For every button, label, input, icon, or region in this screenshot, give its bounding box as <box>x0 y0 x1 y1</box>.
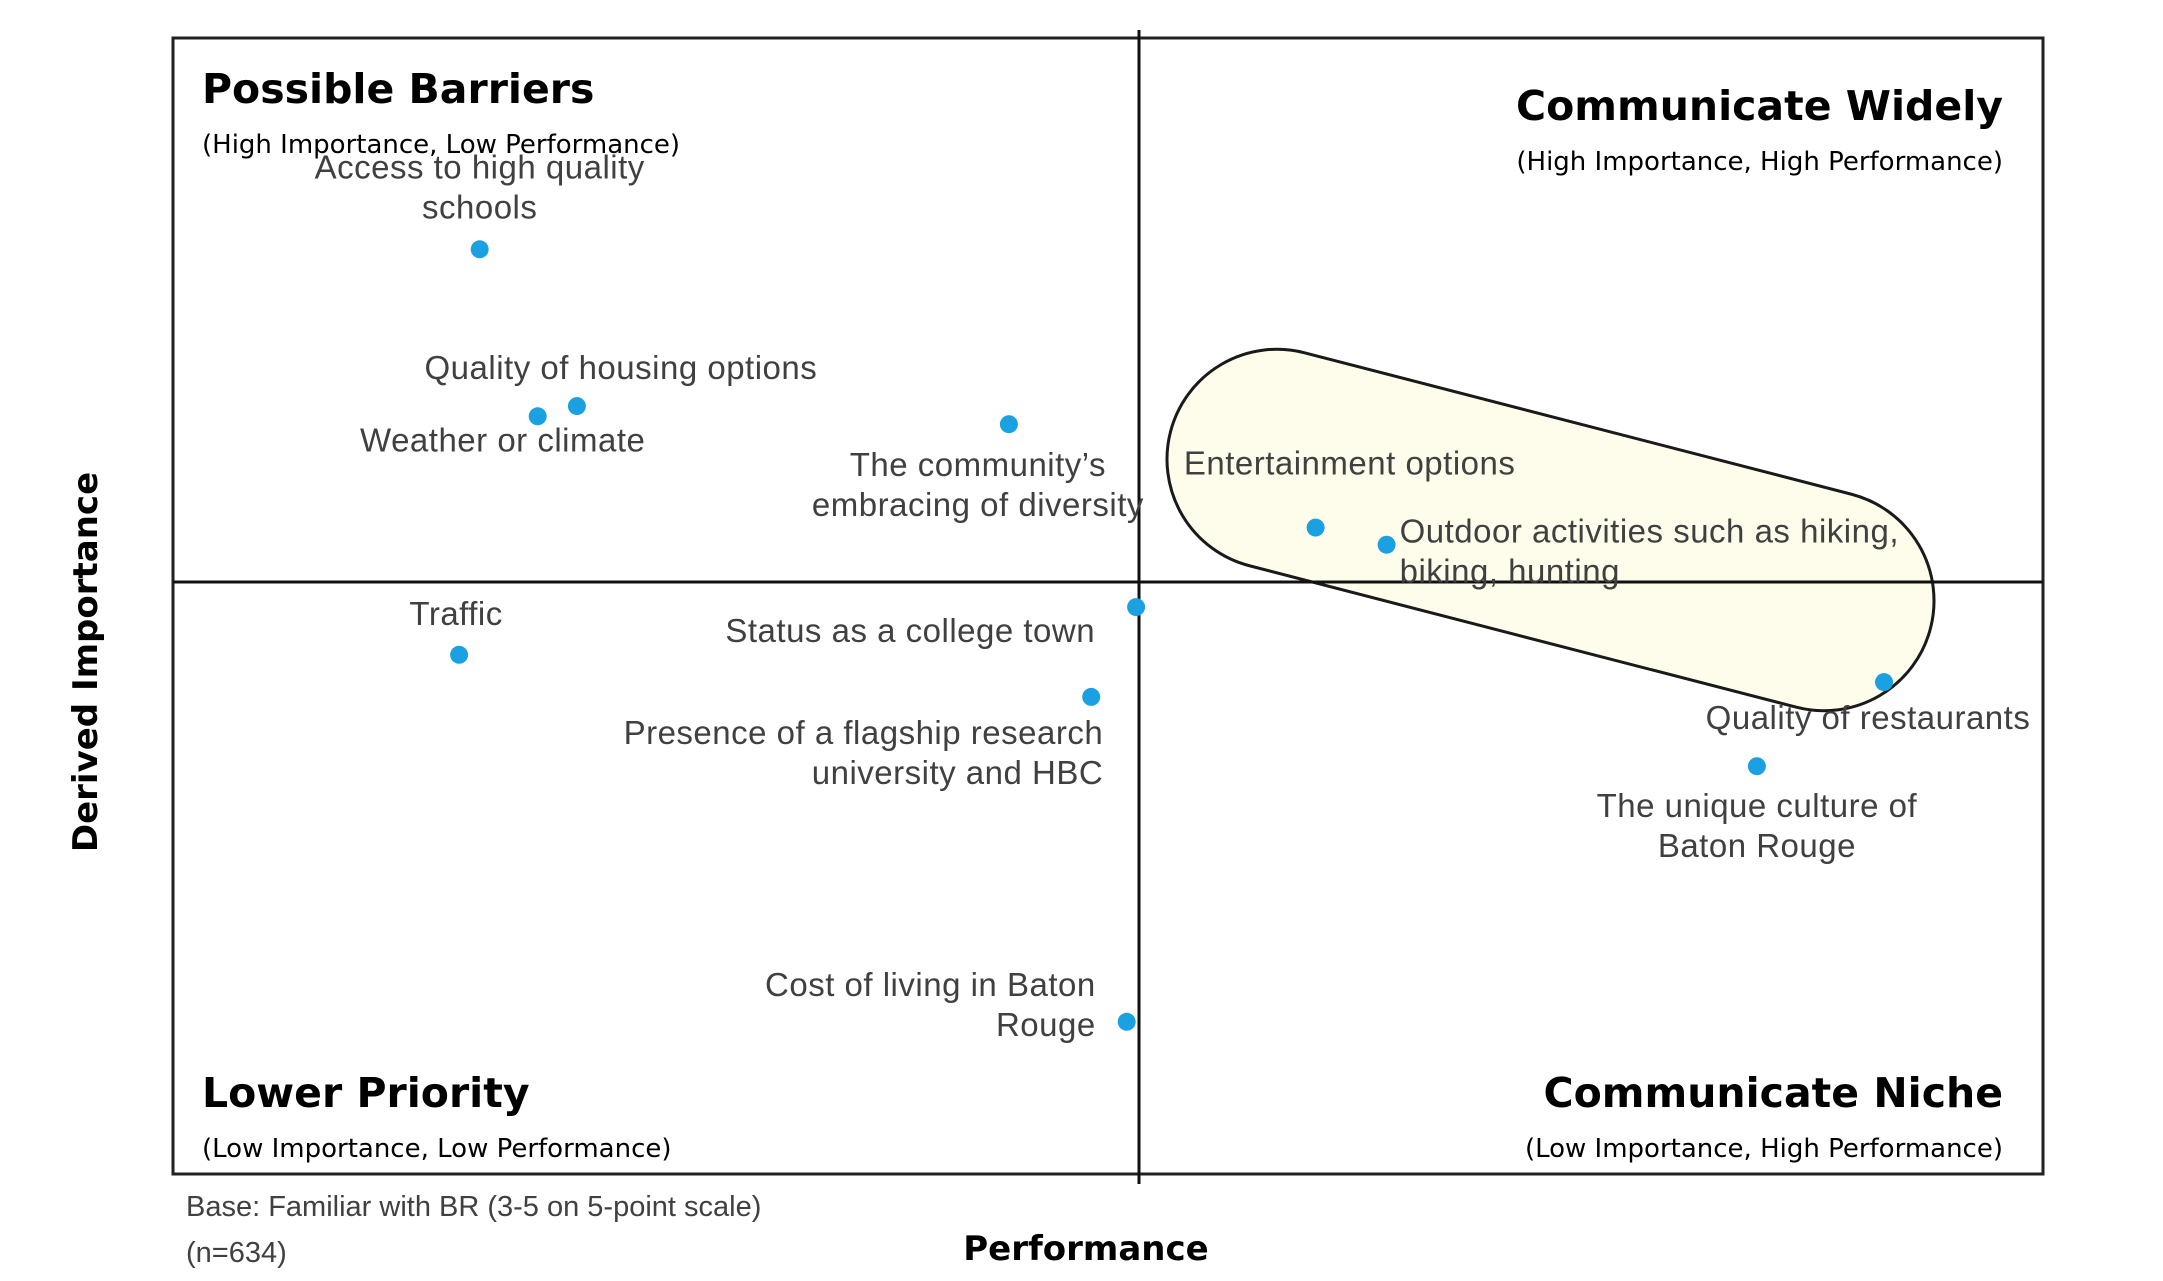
quadrant-title-communicate-niche: Communicate Niche <box>1544 1069 2003 1117</box>
y-axis-title: Derived Importance <box>66 472 106 852</box>
data-point <box>1127 598 1146 617</box>
data-point <box>999 415 1018 434</box>
data-point-label: Entertainment options <box>1184 445 1516 482</box>
data-point <box>1306 518 1325 537</box>
data-point-label: Cost of living in Baton Rouge <box>765 966 1096 1043</box>
data-point <box>1747 757 1766 776</box>
quadrant-subtitle-communicate-niche: (Low Importance, High Performance) <box>1525 1134 2003 1164</box>
data-point <box>1377 535 1396 554</box>
base-note-line-2: (n=634) <box>186 1237 287 1269</box>
data-points: Access to high quality schools Quality of … <box>315 148 2031 1043</box>
quadrant-subtitle-lower-priority: (Low Importance, Low Performance) <box>202 1134 672 1164</box>
x-axis-title: Performance <box>963 1229 1208 1269</box>
data-point-label: Outdoor activities such as hiking, biking… <box>1400 513 1899 590</box>
quadrant-title-possible-barriers: Possible Barriers <box>202 65 594 113</box>
data-point-label: Quality of housing options <box>425 349 818 386</box>
quadrant-subtitle-communicate-widely: (High Importance, High Performance) <box>1516 147 2003 177</box>
data-point <box>470 240 489 259</box>
data-point-label: Quality of restaurants <box>1706 699 2031 736</box>
data-point <box>528 407 547 426</box>
data-point-label: Weather or climate <box>360 421 645 458</box>
data-point-label: The community’s embracing of diversity <box>812 446 1144 523</box>
data-point <box>567 397 586 416</box>
quadrant-title-communicate-widely: Communicate Widely <box>1516 82 2003 130</box>
data-point <box>1117 1012 1136 1031</box>
data-point <box>1875 673 1893 692</box>
data-point-label: The unique culture of Baton Rouge <box>1597 787 1918 864</box>
data-point-label: Traffic <box>409 595 502 632</box>
data-point <box>1082 687 1101 706</box>
data-point <box>450 645 469 664</box>
plot-frame <box>171 36 2045 1176</box>
data-point-label: Presence of a flagship research universit… <box>624 714 1104 791</box>
quadrant-subtitle-possible-barriers: (High Importance, Low Performance) <box>202 130 680 160</box>
quadrant-title-lower-priority: Lower Priority <box>202 1069 530 1117</box>
data-point-label: Access to high quality schools <box>315 148 645 225</box>
data-point-label: Status as a college town <box>725 612 1095 649</box>
base-note-line-1: Base: Familiar with BR (3-5 on 5-point s… <box>186 1191 761 1223</box>
highlight-capsule <box>1165 347 1936 713</box>
